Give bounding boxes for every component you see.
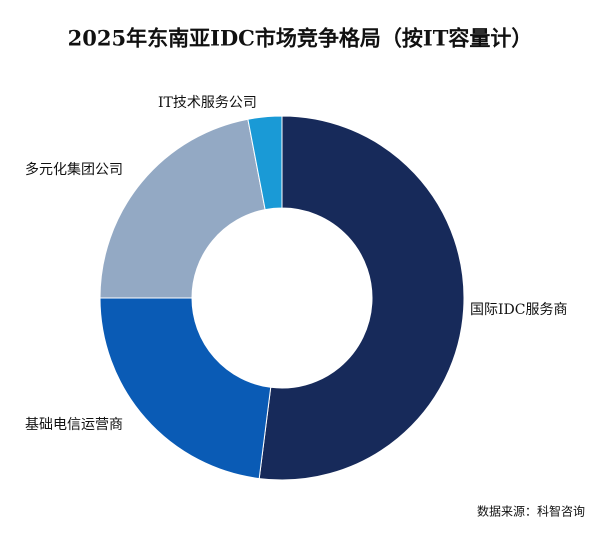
slice-label: 多元化集团公司 — [25, 161, 123, 178]
slice-label: 基础电信运营商 — [25, 416, 123, 433]
donut-slice — [258, 115, 465, 481]
source-note: 数据来源：科智咨询 — [477, 504, 585, 519]
slice-label: 国际IDC服务商 — [470, 302, 567, 318]
donut-slice — [99, 297, 272, 480]
donut-slice — [247, 115, 283, 211]
slice-label: IT技术服务公司 — [158, 95, 257, 111]
chart-title: 2025年东南亚IDC市场竞争格局（按IT容量计） — [68, 26, 533, 51]
donut-slice — [99, 118, 266, 299]
